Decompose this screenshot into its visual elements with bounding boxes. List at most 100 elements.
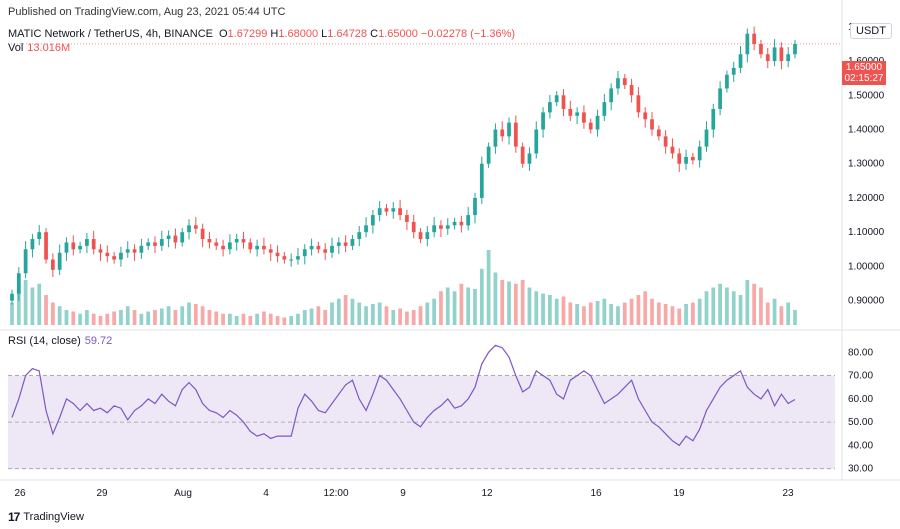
volume-bar [432, 298, 437, 325]
candle-body [350, 239, 355, 246]
time-tick-label: 12:00 [323, 488, 348, 499]
candle-body [602, 102, 607, 116]
candle-body [520, 146, 525, 164]
candle-body [445, 225, 450, 229]
volume-bar [595, 301, 600, 325]
volume-bar [200, 306, 205, 325]
candle-body [98, 249, 103, 253]
candle-body [575, 112, 579, 116]
candle-body [200, 228, 205, 240]
candles [10, 26, 797, 305]
candle-body [343, 242, 348, 246]
volume-bar [575, 304, 579, 325]
volume-bar [541, 293, 545, 325]
candle-body [125, 249, 130, 253]
rsi-legend[interactable]: RSI (14, close) 59.72 [8, 335, 112, 347]
candle-body [527, 153, 532, 164]
time-tick-label: 26 [14, 488, 26, 499]
candle-body [616, 78, 620, 89]
candle-body [643, 112, 648, 120]
volume-bar [513, 283, 518, 325]
open-label: O [218, 28, 228, 40]
price-tick-label: 1.00000 [848, 261, 885, 272]
volume-bar [71, 311, 76, 325]
volume-bar [650, 298, 654, 325]
candle-body [636, 95, 641, 113]
candle-body [91, 239, 96, 250]
volume-bar [153, 310, 157, 325]
candle-body [582, 112, 586, 123]
candle-body [302, 249, 307, 257]
volume-bar [78, 313, 82, 325]
time-tick-label: 19 [673, 488, 685, 499]
volume-legend[interactable]: Vol 13.016M [8, 42, 70, 54]
volume-bar [684, 304, 688, 325]
volume-bar [793, 310, 797, 325]
volume-bar [16, 291, 21, 325]
volume-bar [704, 291, 709, 325]
candle-body [228, 242, 232, 250]
volume-bar [582, 306, 586, 325]
candle-body [323, 249, 328, 253]
rsi-pane: 30.00 40.00 50.00 60.00 70.00 80.00 [8, 344, 873, 475]
volume-bar [302, 310, 307, 325]
volume-bar [725, 287, 729, 325]
volume-bar [336, 298, 341, 325]
currency-button[interactable]: USDT [850, 23, 892, 39]
volume-bar [622, 302, 627, 325]
volume-bar [241, 313, 246, 325]
volume-bar [473, 289, 477, 325]
volume-bar [364, 306, 368, 325]
candle-body [180, 232, 185, 243]
candle-body [187, 225, 191, 233]
candle-body [139, 245, 144, 253]
candle-body [234, 239, 239, 243]
candle-body [452, 221, 457, 226]
change-value: −0.02278 (−1.36%) [420, 28, 516, 40]
candle-body [289, 259, 294, 261]
volume-bar [125, 306, 130, 325]
volume-bar [146, 311, 151, 325]
symbol-legend[interactable]: MATIC Network / TetherUS, 4h, BINANCE O1… [8, 28, 515, 40]
candle-body [16, 273, 21, 294]
time-tick-label: 4 [263, 488, 269, 499]
price-tick-label: 0.90000 [848, 296, 885, 307]
volume-bar [527, 287, 532, 325]
close-value: 1.65000 [378, 28, 418, 40]
volume-bar [452, 291, 457, 325]
published-note: Published on TradingView.com, Aug 23, 20… [8, 6, 286, 18]
candle-body [398, 208, 402, 216]
candle-body [364, 225, 368, 233]
volume-bar [57, 306, 62, 325]
candle-body [418, 232, 423, 240]
tradingview-brand[interactable]: 17 TradingView [8, 510, 84, 524]
candle-body [493, 129, 498, 147]
candle-body [568, 108, 573, 116]
candle-body [336, 242, 341, 246]
volume-bar [214, 311, 219, 325]
candle-body [37, 232, 42, 240]
candle-body [166, 235, 171, 240]
volume-bar [282, 317, 287, 325]
volume-bar [85, 310, 89, 325]
low-value: 1.64728 [327, 28, 368, 40]
ohlc-values: O1.67299 H1.68000 L1.64728 C1.65000 −0.0… [219, 28, 515, 40]
last-price-tag: 1.65000 02:15:27 [842, 61, 886, 85]
volume-bar [10, 302, 14, 325]
volume-bar [398, 308, 402, 325]
candle-body [221, 245, 225, 250]
volume-bar [357, 302, 362, 325]
candle-body [718, 88, 722, 109]
candle-body [439, 225, 443, 229]
volume-bar [466, 287, 471, 325]
open-value: 1.67299 [227, 28, 268, 40]
volume-bar [64, 310, 69, 325]
volume-bar [616, 306, 620, 325]
candle-body [548, 102, 552, 113]
candle-body [479, 163, 484, 198]
candle-body [650, 119, 654, 130]
candle-body [432, 225, 437, 233]
volume-bar [772, 298, 777, 325]
volume-bar [548, 295, 552, 325]
